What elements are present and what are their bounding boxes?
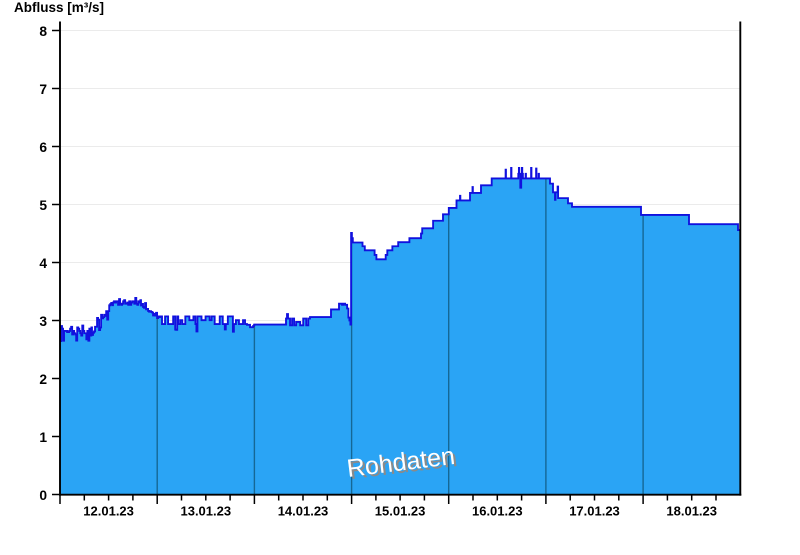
svg-text:7: 7 — [39, 82, 47, 97]
svg-text:16.01.23: 16.01.23 — [472, 504, 523, 519]
svg-text:1: 1 — [39, 430, 47, 445]
svg-text:17.01.23: 17.01.23 — [569, 504, 620, 519]
svg-text:2: 2 — [39, 372, 47, 387]
svg-text:5: 5 — [39, 198, 47, 213]
svg-text:4: 4 — [39, 256, 47, 271]
svg-text:14.01.23: 14.01.23 — [278, 504, 329, 519]
svg-text:13.01.23: 13.01.23 — [180, 504, 231, 519]
svg-text:0: 0 — [39, 488, 47, 503]
svg-text:12.01.23: 12.01.23 — [83, 504, 134, 519]
svg-text:15.01.23: 15.01.23 — [375, 504, 426, 519]
svg-text:8: 8 — [39, 24, 47, 39]
svg-text:6: 6 — [39, 140, 47, 155]
svg-text:18.01.23: 18.01.23 — [666, 504, 717, 519]
svg-text:3: 3 — [39, 314, 47, 329]
svg-text:Abfluss [m³/s]: Abfluss [m³/s] — [14, 0, 104, 15]
